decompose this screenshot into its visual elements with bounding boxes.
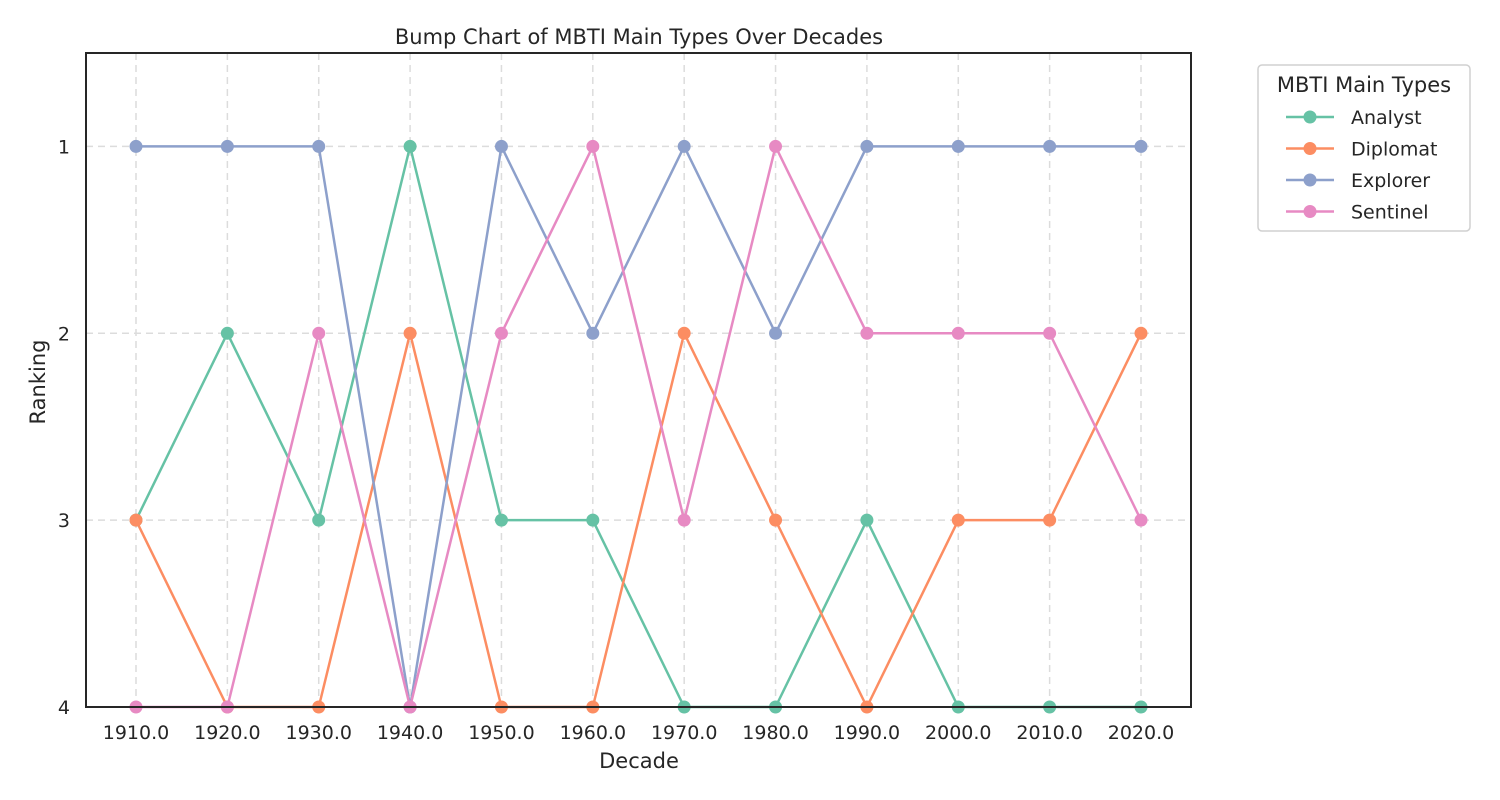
plot-frame — [85, 52, 1192, 708]
x-tick-label: 1910.0 — [103, 722, 169, 744]
x-tick-label: 2010.0 — [1016, 722, 1082, 744]
legend-items: Analyst Diplomat Explorer Sentinel — [1286, 107, 1437, 224]
point-sentinel — [312, 326, 326, 340]
x-tick-label: 1930.0 — [285, 722, 351, 744]
x-tick-label: 1960.0 — [560, 722, 626, 744]
point-diplomat — [403, 326, 417, 340]
point-explorer — [1043, 139, 1057, 153]
x-tick-label: 1970.0 — [651, 722, 717, 744]
point-sentinel — [951, 326, 965, 340]
point-analyst — [860, 513, 874, 527]
legend-marker-sentinel — [1303, 205, 1317, 218]
x-axis-label: Decade — [599, 749, 679, 773]
x-tick-label: 2000.0 — [925, 722, 991, 744]
point-sentinel — [494, 326, 508, 340]
x-tick-label: 1950.0 — [468, 722, 534, 744]
point-explorer — [1134, 139, 1148, 153]
point-diplomat — [1043, 513, 1057, 527]
legend-label-diplomat: Diplomat — [1351, 139, 1437, 161]
legend-label-sentinel: Sentinel — [1351, 202, 1429, 224]
point-diplomat — [769, 513, 783, 527]
legend-title: MBTI Main Types — [1277, 73, 1451, 97]
series-points — [129, 139, 1148, 714]
series-line-sentinel — [136, 145, 1143, 709]
point-explorer — [586, 326, 600, 340]
point-sentinel — [1043, 326, 1057, 340]
point-explorer — [129, 139, 143, 153]
point-analyst — [312, 513, 326, 527]
point-diplomat — [951, 513, 965, 527]
point-explorer — [494, 139, 508, 153]
legend-marker-explorer — [1303, 173, 1317, 187]
x-tick-label: 1940.0 — [377, 722, 443, 744]
y-tick-label: 3 — [58, 510, 70, 532]
x-tick-label: 1920.0 — [194, 722, 260, 744]
point-diplomat — [1134, 326, 1148, 340]
point-diplomat — [677, 326, 691, 340]
x-tick-label: 2020.0 — [1108, 722, 1174, 744]
point-explorer — [951, 139, 965, 153]
chart-title: Bump Chart of MBTI Main Types Over Decad… — [395, 25, 883, 49]
y-tick-label: 1 — [58, 136, 70, 158]
legend-marker-analyst — [1303, 110, 1317, 124]
y-axis-ticks: 1 2 3 4 — [58, 136, 70, 719]
point-analyst — [494, 513, 508, 527]
point-explorer — [220, 139, 234, 153]
y-tick-label: 2 — [58, 323, 70, 345]
y-tick-label: 4 — [58, 697, 70, 719]
legend-label-analyst: Analyst — [1351, 107, 1422, 129]
series-line-diplomat — [134, 332, 1143, 709]
point-explorer — [860, 139, 874, 153]
x-tick-label: 1980.0 — [742, 722, 808, 744]
point-explorer — [312, 139, 326, 153]
series-line-explorer — [136, 145, 1141, 709]
legend-box — [1257, 64, 1471, 232]
point-sentinel — [860, 326, 874, 340]
point-sentinel — [586, 139, 600, 153]
legend: MBTI Main Types Analyst Diplomat Explorer S… — [1257, 64, 1471, 232]
x-tick-label: 1990.0 — [834, 722, 900, 744]
legend-label-explorer: Explorer — [1351, 170, 1430, 192]
x-axis-ticks: 1910.0 1920.0 1930.0 1940.0 1950.0 1960.0 1970… — [103, 722, 1174, 744]
point-sentinel — [769, 139, 783, 153]
legend-marker-diplomat — [1303, 142, 1317, 155]
series-lines — [134, 145, 1143, 709]
point-explorer — [769, 326, 783, 340]
y-axis-label: Ranking — [26, 340, 50, 425]
point-analyst — [403, 139, 417, 153]
point-explorer — [677, 139, 691, 153]
point-analyst — [586, 513, 600, 527]
point-sentinel — [1134, 513, 1148, 527]
series-line-analyst — [134, 145, 1141, 709]
point-sentinel — [677, 513, 691, 527]
point-diplomat — [129, 513, 143, 527]
point-analyst — [220, 326, 234, 340]
